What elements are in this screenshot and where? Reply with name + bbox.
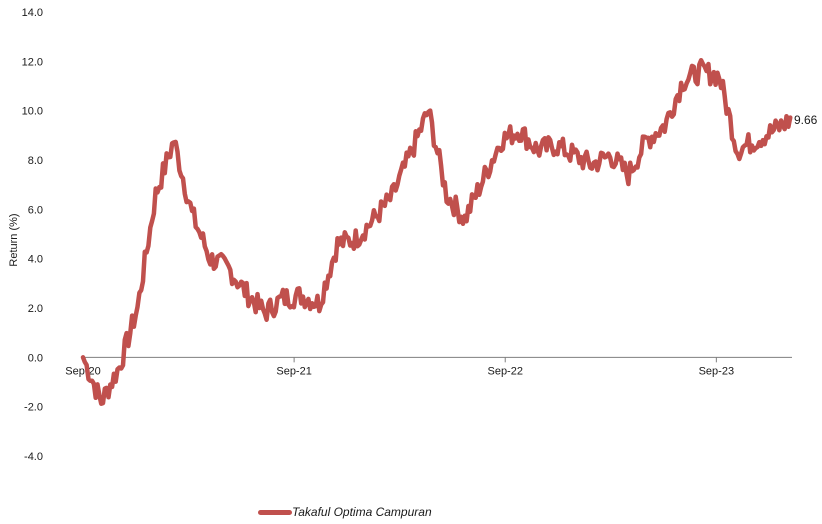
x-tick-label: Sep-23 <box>699 365 734 377</box>
y-tick-label: 0.0 <box>28 352 43 364</box>
x-axis: Sep-20 Sep-21 Sep-22 Sep-23 <box>65 357 734 377</box>
y-tick-label: -2.0 <box>24 402 43 414</box>
y-axis: 14.0 12.0 10.0 8.0 6.0 4.0 2.0 0.0 -2.0 -4.0 <box>22 7 43 463</box>
y-tick-label: 2.0 <box>28 303 43 315</box>
legend-label: Takaful Optima Campuran <box>292 505 432 519</box>
y-tick-label: 14.0 <box>22 7 43 19</box>
y-tick-label: 8.0 <box>28 155 43 167</box>
y-tick-label: -4.0 <box>24 451 43 463</box>
y-axis-title: Return (%) <box>8 213 20 266</box>
series-end-label: 9.66 <box>794 113 818 127</box>
series-layer <box>80 57 793 406</box>
legend-swatch <box>258 509 292 515</box>
y-tick-label: 4.0 <box>28 254 43 266</box>
x-tick-label: Sep-20 <box>65 365 100 377</box>
y-tick-label: 10.0 <box>22 106 43 118</box>
x-tick-label: Sep-22 <box>487 365 522 377</box>
series-line-takaful-optima-campuran <box>80 57 793 406</box>
x-tick-label: Sep-21 <box>276 365 311 377</box>
y-tick-label: 6.0 <box>28 204 43 216</box>
y-tick-label: 12.0 <box>22 56 43 68</box>
legend: Takaful Optima Campuran <box>258 505 432 519</box>
